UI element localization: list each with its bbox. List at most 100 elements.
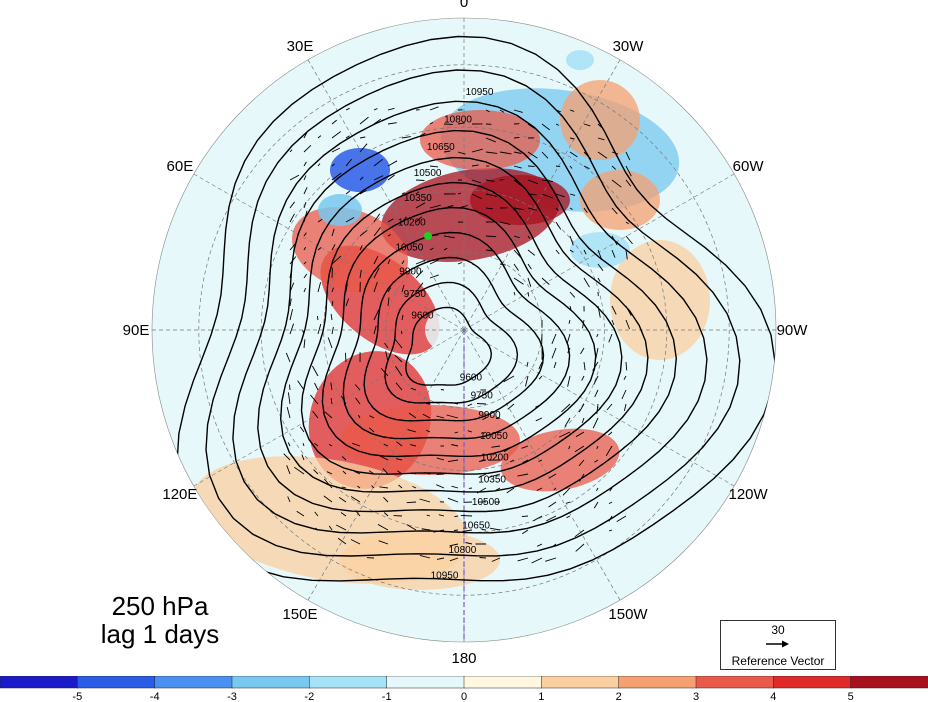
vector-arrow — [513, 263, 519, 271]
vector-arrow — [415, 259, 426, 265]
vector-arrow — [354, 384, 361, 391]
vector-arrow — [569, 137, 575, 140]
vector-arrow — [421, 528, 431, 531]
vector-arrow — [555, 109, 561, 113]
vector-arrow — [545, 557, 557, 562]
vector-arrow — [593, 501, 599, 509]
vector-arrow — [310, 394, 319, 405]
vector-arrow — [350, 496, 361, 503]
vector-arrow — [608, 501, 613, 504]
vector-arrow — [314, 382, 319, 391]
vector-arrow — [476, 403, 487, 405]
vector-arrow — [553, 361, 557, 369]
vector-arrow — [323, 478, 333, 489]
contour-value-label: 9750 — [404, 289, 427, 300]
vector-arrow — [303, 232, 307, 237]
vector-arrow — [286, 465, 291, 475]
vector-arrow — [352, 442, 361, 447]
vector-arrow — [359, 189, 367, 195]
vector-arrow — [426, 429, 431, 433]
vector-arrow — [371, 485, 375, 489]
vector-arrow — [443, 204, 454, 209]
vector-arrow — [583, 165, 590, 170]
geopotential-contour — [405, 306, 493, 386]
vector-arrow — [507, 403, 515, 410]
vector-arrow — [415, 179, 425, 181]
vector-arrow — [373, 325, 377, 335]
vector-arrow — [491, 557, 501, 562]
vector-arrow — [341, 486, 347, 489]
vector-arrow — [380, 368, 389, 377]
vector-arrow — [303, 261, 307, 265]
vector-arrow — [499, 221, 511, 225]
vector-arrow — [377, 524, 389, 531]
vector-arrow — [359, 143, 368, 153]
vector-arrow — [541, 277, 550, 285]
vector-arrow — [359, 176, 364, 181]
vector-arrow — [625, 305, 632, 316]
vector-arrow — [623, 445, 627, 449]
vector-arrow — [596, 403, 599, 414]
vector-arrow — [345, 282, 348, 293]
vector-arrow — [517, 557, 529, 562]
vector-arrow — [611, 165, 617, 170]
longitude-label: 0 — [460, 0, 468, 11]
vector-arrow — [314, 442, 319, 447]
vector-arrow — [594, 459, 599, 463]
vector-arrow — [623, 403, 627, 412]
vector-arrow — [331, 131, 341, 139]
vector-arrow — [625, 361, 628, 371]
vector-arrow — [447, 459, 459, 463]
vector-arrow — [342, 470, 347, 475]
vector-arrow — [436, 415, 445, 419]
vector-arrow — [315, 527, 319, 531]
vector-arrow — [499, 263, 506, 266]
vector-arrow — [383, 443, 389, 447]
vector-arrow — [527, 207, 538, 211]
anomaly-patch — [340, 405, 520, 475]
vector-arrow — [479, 459, 487, 462]
vector-arrow — [513, 291, 516, 296]
vector-arrow — [462, 529, 473, 532]
vector-arrow — [527, 193, 537, 196]
colorbar-swatch — [231, 676, 311, 689]
vector-arrow — [419, 554, 431, 559]
vector-arrow — [396, 458, 403, 461]
contour-value-label: 10050 — [395, 242, 423, 253]
vector-arrow — [457, 122, 465, 125]
geopotential-contour — [300, 181, 623, 475]
vector-arrow — [481, 529, 487, 531]
colorbar-swatch — [695, 676, 775, 689]
vector-arrow — [419, 498, 431, 503]
vector-arrow — [317, 135, 322, 139]
colorbar-tick-label: 3 — [693, 691, 699, 702]
vector-arrow — [289, 308, 294, 321]
colorbar-tick-label: -4 — [150, 691, 160, 702]
vector-arrow — [410, 387, 417, 391]
vector-arrow — [359, 216, 365, 223]
vector-arrow — [596, 487, 599, 492]
vector-arrow — [317, 247, 322, 251]
vector-arrow — [457, 151, 466, 155]
vector-arrow — [443, 235, 455, 239]
vector-arrow — [606, 403, 613, 411]
vector-arrow — [289, 282, 295, 293]
vector-arrow — [454, 515, 459, 518]
vector-arrow — [379, 455, 389, 461]
contour-value-label: 10650 — [427, 142, 455, 153]
vector-arrow — [440, 389, 445, 391]
contour-value-label: 10500 — [414, 168, 442, 179]
level-label: 250 hPa — [111, 591, 209, 621]
vector-arrow — [317, 163, 321, 167]
vector-arrow — [578, 459, 585, 467]
longitude-label: 150E — [282, 606, 317, 623]
vector-arrow — [499, 109, 505, 113]
vector-arrow — [581, 375, 585, 381]
vector-arrow — [596, 333, 599, 338]
polar-map: 0 30W 60W 90W 120W 150W 180 150E 120E 90E 60E 30E 9… — [123, 0, 809, 667]
vector-arrow — [592, 361, 599, 371]
vector-arrow — [575, 543, 585, 552]
colorbar-tick-label: 1 — [538, 691, 544, 702]
vector-arrow — [378, 540, 389, 545]
vector-arrow — [408, 412, 417, 419]
